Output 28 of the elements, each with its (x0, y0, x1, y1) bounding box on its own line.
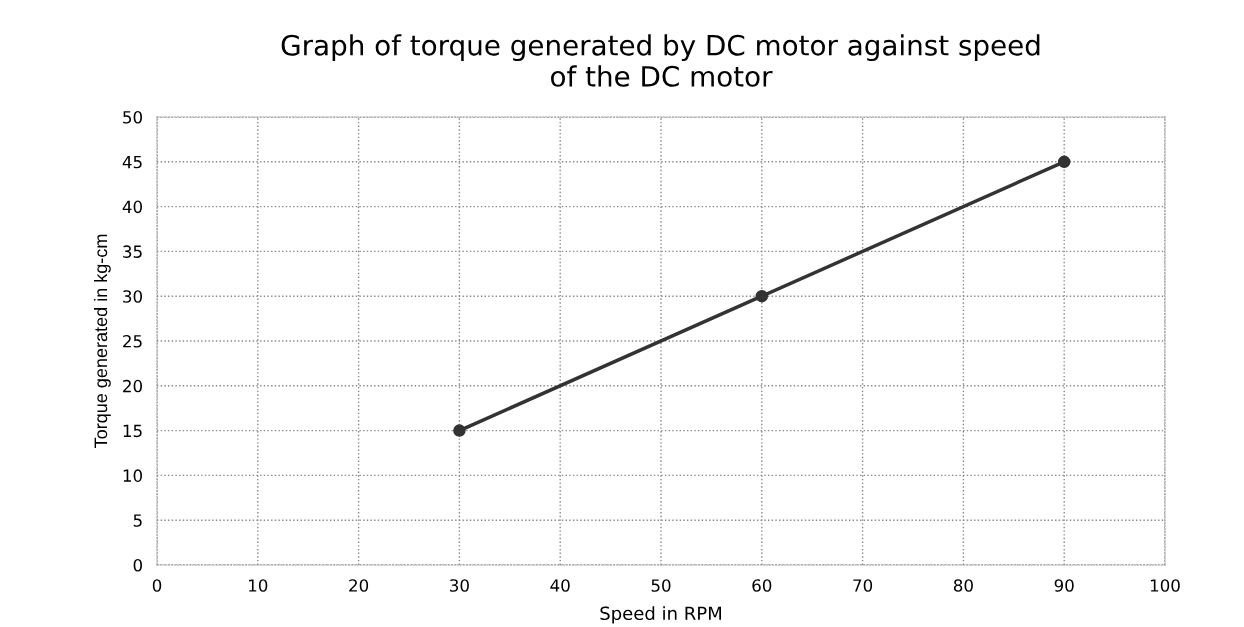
x-axis-title: Speed in RPM (600, 606, 722, 624)
point (453, 424, 466, 437)
y-tick-label: 45 (122, 155, 142, 169)
y-tick-label: 35 (123, 245, 142, 258)
x-tick-label: 30 (450, 579, 469, 592)
point (1057, 155, 1071, 169)
x-tick-label: 60 (752, 579, 772, 592)
x-tick-label: 20 (349, 579, 369, 592)
chart-title: Graph of torque generated by DC motor against speed of the DC motor (281, 34, 1040, 87)
x-tick-label: 100 (1150, 579, 1180, 592)
y-tick-label: 0 (133, 558, 142, 572)
x-tick-label: 90 (1054, 579, 1074, 592)
x-tick-label: 50 (651, 579, 671, 592)
y-tick-label: 10 (123, 469, 142, 482)
y-tick-label: 5 (133, 514, 142, 527)
y-tick-label: 40 (122, 200, 142, 214)
x-tick-label: 10 (249, 579, 268, 592)
y-axis-title: Torque generated in kg-cm (93, 234, 111, 448)
point (755, 289, 769, 303)
x-tick-label: 0 (152, 579, 162, 592)
x-tick-label: 40 (550, 579, 570, 592)
y-tick-label: 50 (123, 110, 142, 124)
x-tick-label: 80 (953, 579, 973, 592)
y-tick-label: 30 (123, 290, 142, 303)
y-tick-label: 20 (123, 379, 142, 393)
y-tick-label: 15 (123, 424, 142, 438)
y-tick-label: 25 (123, 334, 142, 348)
x-tick-label: 70 (853, 579, 873, 592)
